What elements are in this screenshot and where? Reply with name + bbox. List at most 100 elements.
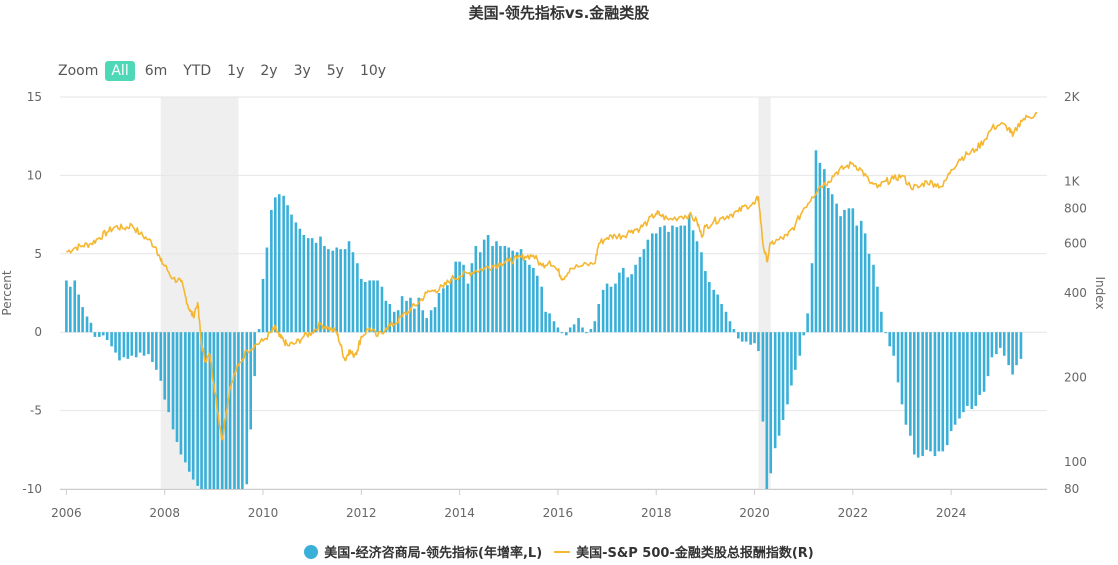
- bar: [392, 311, 396, 333]
- bar: [294, 222, 298, 333]
- legend-item-financials[interactable]: 美国-S&P 500-金融类股总报酬指数(R): [554, 542, 814, 561]
- bar: [667, 231, 670, 333]
- bar: [532, 267, 535, 333]
- bar: [474, 245, 478, 333]
- zoom-bar: Zoom All 6m YTD 1y 2y 3y 5y 10y: [58, 60, 396, 82]
- bar: [405, 300, 408, 333]
- legend-item-leading-index[interactable]: 美国-经济咨商局-领先指标(年增率,L): [304, 542, 542, 561]
- bar: [241, 332, 244, 489]
- zoom-2y-button[interactable]: 2y: [260, 63, 278, 79]
- bar: [867, 253, 871, 333]
- bar: [384, 300, 388, 333]
- bar: [212, 332, 216, 489]
- bar: [974, 332, 978, 406]
- bar: [749, 332, 752, 345]
- zoom-6m-button[interactable]: 6m: [144, 63, 168, 79]
- y-right-tick-label: 400: [1064, 286, 1087, 300]
- bar: [962, 332, 965, 413]
- bar: [98, 332, 101, 337]
- bar: [732, 329, 736, 333]
- bar: [794, 332, 797, 370]
- bar: [482, 239, 486, 333]
- zoom-3y-button[interactable]: 3y: [293, 63, 311, 79]
- bar: [171, 332, 175, 430]
- bar: [802, 332, 805, 336]
- bar: [614, 283, 617, 333]
- bar: [790, 332, 793, 386]
- bar: [138, 332, 142, 353]
- bar: [343, 249, 347, 333]
- bar: [880, 311, 883, 333]
- bar: [417, 297, 421, 333]
- bar: [904, 332, 908, 425]
- bar: [233, 332, 236, 489]
- bar: [421, 310, 425, 333]
- bar: [638, 256, 642, 333]
- bar: [823, 169, 826, 333]
- recession-band: [758, 97, 771, 489]
- bar: [105, 332, 109, 341]
- bar: [933, 332, 937, 457]
- legend-label: 美国-经济咨商局-领先指标(年增率,L): [324, 546, 543, 561]
- bar: [167, 332, 170, 413]
- bar: [970, 332, 974, 410]
- bar: [851, 208, 855, 333]
- bar: [548, 313, 551, 333]
- bar: [413, 308, 416, 333]
- bar: [535, 275, 539, 333]
- bar: [958, 332, 961, 419]
- bar: [630, 274, 633, 333]
- bar: [540, 286, 544, 333]
- bar: [556, 327, 560, 333]
- bar: [93, 332, 97, 337]
- bar: [855, 225, 859, 333]
- bar: [347, 241, 351, 333]
- zoom-ytd-button[interactable]: YTD: [183, 63, 212, 79]
- bar: [691, 230, 695, 333]
- bar: [130, 332, 134, 356]
- bar: [89, 322, 93, 333]
- bar: [581, 327, 584, 333]
- bar: [356, 263, 359, 333]
- zoom-10y-button[interactable]: 10y: [359, 63, 387, 79]
- bar: [147, 332, 150, 355]
- bar: [249, 332, 253, 430]
- x-tick-label: 2014: [444, 506, 475, 520]
- bar: [654, 233, 658, 333]
- bar: [302, 234, 306, 333]
- zoom-1y-button[interactable]: 1y: [227, 63, 245, 79]
- bar: [605, 283, 609, 333]
- bar: [376, 280, 379, 333]
- bar: [462, 264, 465, 333]
- x-tick-label: 2018: [641, 506, 672, 520]
- y-right-tick-label: 80: [1064, 482, 1079, 496]
- bar: [577, 318, 580, 333]
- bar: [478, 252, 482, 333]
- bar: [1011, 332, 1014, 375]
- zoom-all-button[interactable]: All: [105, 61, 135, 81]
- zoom-label: Zoom: [58, 63, 99, 79]
- bar: [945, 332, 949, 446]
- bar: [151, 332, 154, 362]
- bar: [499, 245, 502, 333]
- bar: [400, 296, 404, 333]
- bar: [208, 332, 212, 489]
- zoom-5y-button[interactable]: 5y: [326, 63, 344, 79]
- bar: [671, 225, 674, 333]
- y-right-tick-label: 600: [1064, 237, 1087, 251]
- bar: [700, 252, 703, 333]
- bar: [425, 318, 428, 333]
- y-left-tick-label: -5: [30, 404, 42, 418]
- bar: [290, 214, 293, 333]
- bar: [122, 332, 126, 358]
- bar: [740, 332, 744, 342]
- bar: [380, 286, 384, 333]
- x-tick-label: 2012: [346, 506, 377, 520]
- bar: [204, 332, 207, 489]
- axes: 15 10 5 0 -5 -10 2K 1K 800 600 400 200 100 80 2006 2008…: [22, 90, 1087, 520]
- bar: [843, 209, 846, 333]
- bar: [896, 332, 900, 383]
- y-left-tick-label: 0: [34, 325, 42, 339]
- bar: [327, 249, 330, 333]
